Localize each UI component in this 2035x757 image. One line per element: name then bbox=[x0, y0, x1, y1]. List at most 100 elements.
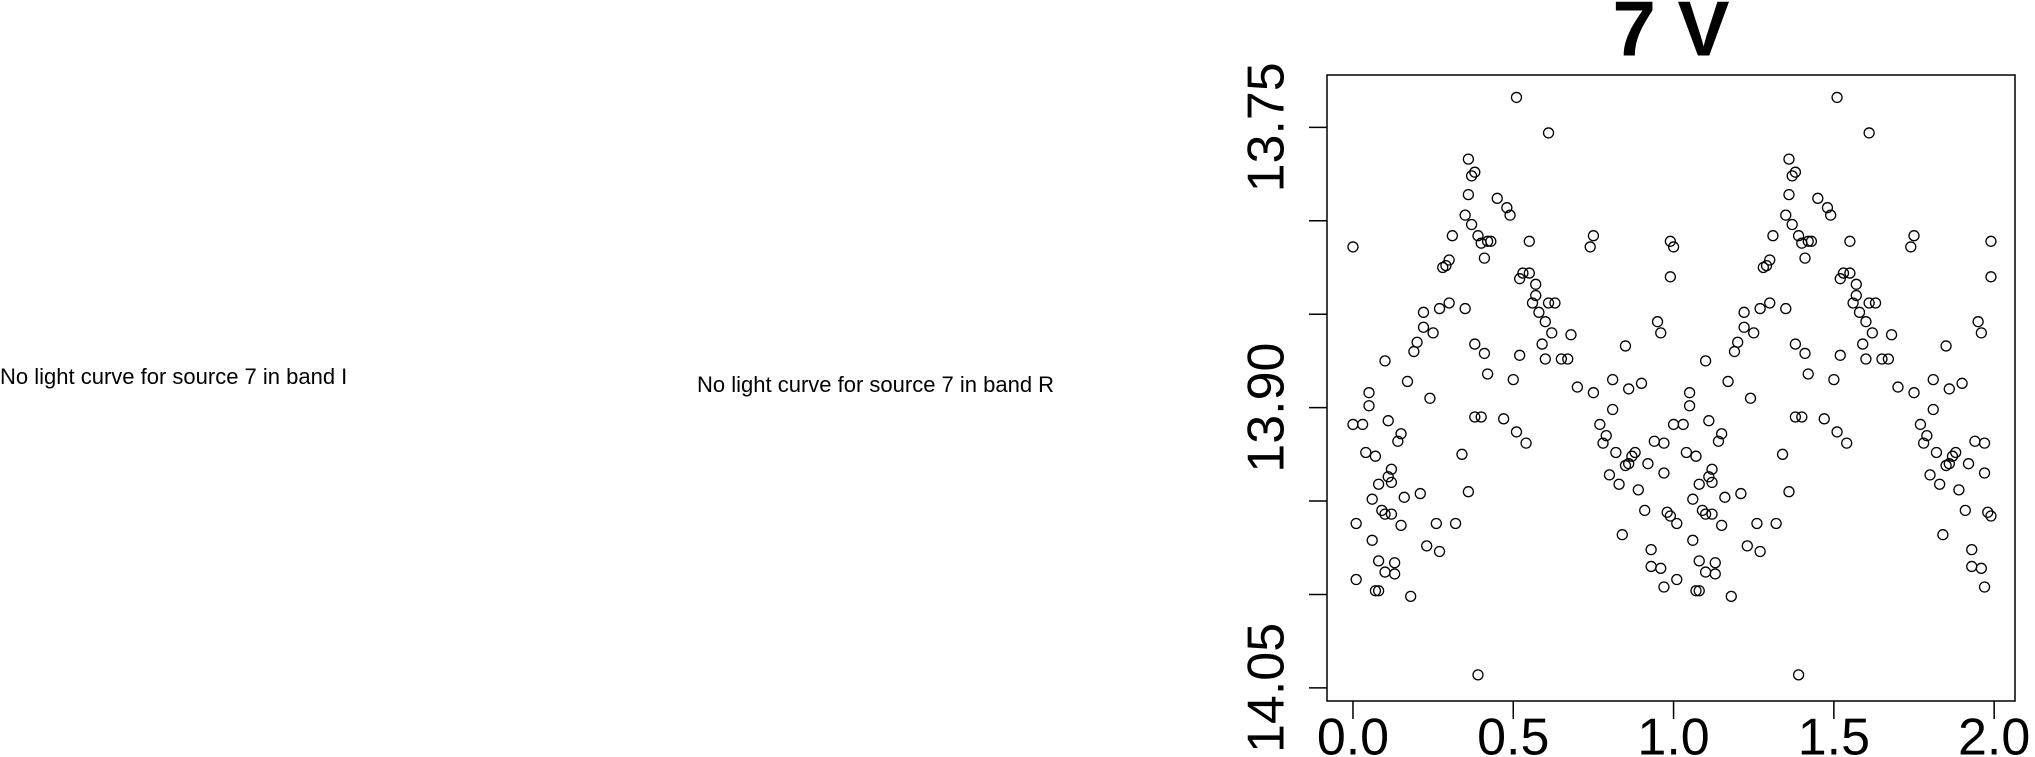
data-point bbox=[1751, 517, 1763, 530]
data-point bbox=[1985, 235, 1997, 247]
data-point bbox=[1372, 555, 1385, 567]
data-point bbox=[1462, 153, 1475, 165]
data-point bbox=[1658, 467, 1670, 479]
data-point bbox=[1366, 493, 1378, 505]
data-point bbox=[1699, 355, 1712, 367]
data-point bbox=[1869, 297, 1882, 309]
data-point bbox=[1831, 91, 1843, 104]
data-point bbox=[1408, 345, 1420, 358]
data-point bbox=[1510, 91, 1523, 104]
data-point bbox=[1978, 437, 1991, 449]
data-point bbox=[1799, 252, 1811, 264]
data-point bbox=[1546, 327, 1558, 339]
data-point bbox=[1360, 446, 1372, 459]
data-point bbox=[1607, 373, 1619, 386]
data-point bbox=[1950, 446, 1962, 459]
data-point bbox=[1789, 411, 1802, 423]
data-point bbox=[1462, 486, 1475, 498]
data-point bbox=[1549, 297, 1561, 309]
data-point bbox=[1802, 235, 1814, 247]
data-point bbox=[1905, 241, 1917, 253]
y-tick-label: 14.05 bbox=[1238, 623, 1296, 753]
data-point bbox=[1398, 491, 1410, 503]
data-point bbox=[1417, 306, 1430, 318]
x-tick-label: 0.5 bbox=[1477, 709, 1549, 757]
data-point bbox=[1921, 430, 1933, 442]
data-point bbox=[1789, 338, 1802, 350]
data-point bbox=[1465, 170, 1478, 182]
data-point bbox=[1642, 458, 1654, 470]
data-point bbox=[1571, 381, 1584, 393]
data-point bbox=[1690, 450, 1702, 462]
data-point bbox=[1347, 418, 1359, 431]
data-point bbox=[1539, 316, 1551, 328]
data-point bbox=[1764, 254, 1776, 266]
data-point bbox=[1924, 469, 1936, 481]
data-point bbox=[1626, 450, 1638, 462]
data-point bbox=[1472, 669, 1484, 681]
data-point bbox=[1655, 562, 1667, 574]
data-point bbox=[1802, 368, 1814, 380]
data-point bbox=[1475, 411, 1487, 423]
data-point bbox=[1347, 241, 1359, 253]
data-point bbox=[1741, 540, 1753, 552]
data-point bbox=[1786, 218, 1798, 231]
data-point bbox=[1514, 273, 1526, 285]
data-point bbox=[1943, 383, 1955, 395]
data-point bbox=[1363, 400, 1375, 412]
chart-title: 7 V bbox=[1612, 0, 1729, 73]
data-point bbox=[1610, 446, 1622, 459]
data-point bbox=[1376, 504, 1388, 517]
data-point bbox=[1796, 411, 1808, 423]
data-point bbox=[1504, 209, 1516, 221]
data-point bbox=[1744, 392, 1757, 404]
data-point bbox=[1844, 267, 1856, 279]
data-point bbox=[1443, 254, 1455, 266]
data-point bbox=[1687, 493, 1699, 505]
data-point bbox=[1866, 327, 1878, 339]
data-point bbox=[1501, 202, 1513, 214]
data-point bbox=[1966, 543, 1978, 556]
data-point bbox=[1632, 484, 1644, 496]
data-point bbox=[1703, 471, 1715, 483]
data-point bbox=[1623, 458, 1635, 470]
data-point bbox=[1623, 383, 1635, 395]
data-point bbox=[1616, 529, 1628, 541]
plot-frame bbox=[1326, 74, 2016, 702]
data-point bbox=[1693, 478, 1705, 490]
data-point bbox=[1943, 458, 1955, 470]
data-point bbox=[1363, 387, 1375, 399]
data-point bbox=[1587, 387, 1600, 399]
data-point bbox=[1882, 353, 1895, 365]
data-point bbox=[1664, 235, 1677, 247]
data-point bbox=[1658, 437, 1670, 449]
data-point bbox=[1379, 508, 1391, 520]
data-point bbox=[1469, 166, 1481, 178]
data-point bbox=[1430, 517, 1442, 530]
data-point bbox=[1709, 568, 1721, 580]
data-point bbox=[1462, 188, 1475, 201]
data-point bbox=[1847, 297, 1859, 309]
data-point bbox=[1411, 336, 1423, 348]
data-point bbox=[1629, 446, 1641, 459]
data-point bbox=[1481, 368, 1494, 380]
data-point bbox=[1767, 230, 1779, 242]
data-point bbox=[1478, 252, 1491, 264]
data-point bbox=[1664, 271, 1677, 283]
data-point bbox=[1748, 327, 1760, 339]
data-point bbox=[1671, 517, 1683, 530]
data-point bbox=[1645, 543, 1657, 556]
data-point bbox=[1440, 259, 1452, 272]
data-point bbox=[1908, 230, 1920, 242]
data-point bbox=[1754, 302, 1766, 315]
data-point bbox=[1671, 573, 1683, 586]
data-point bbox=[1850, 278, 1862, 290]
data-point bbox=[1382, 415, 1394, 427]
data-point bbox=[1789, 166, 1802, 178]
data-point bbox=[1514, 349, 1526, 361]
data-point bbox=[1443, 297, 1455, 309]
data-point bbox=[1917, 437, 1930, 449]
data-point bbox=[1594, 418, 1606, 431]
data-point bbox=[1401, 375, 1414, 388]
